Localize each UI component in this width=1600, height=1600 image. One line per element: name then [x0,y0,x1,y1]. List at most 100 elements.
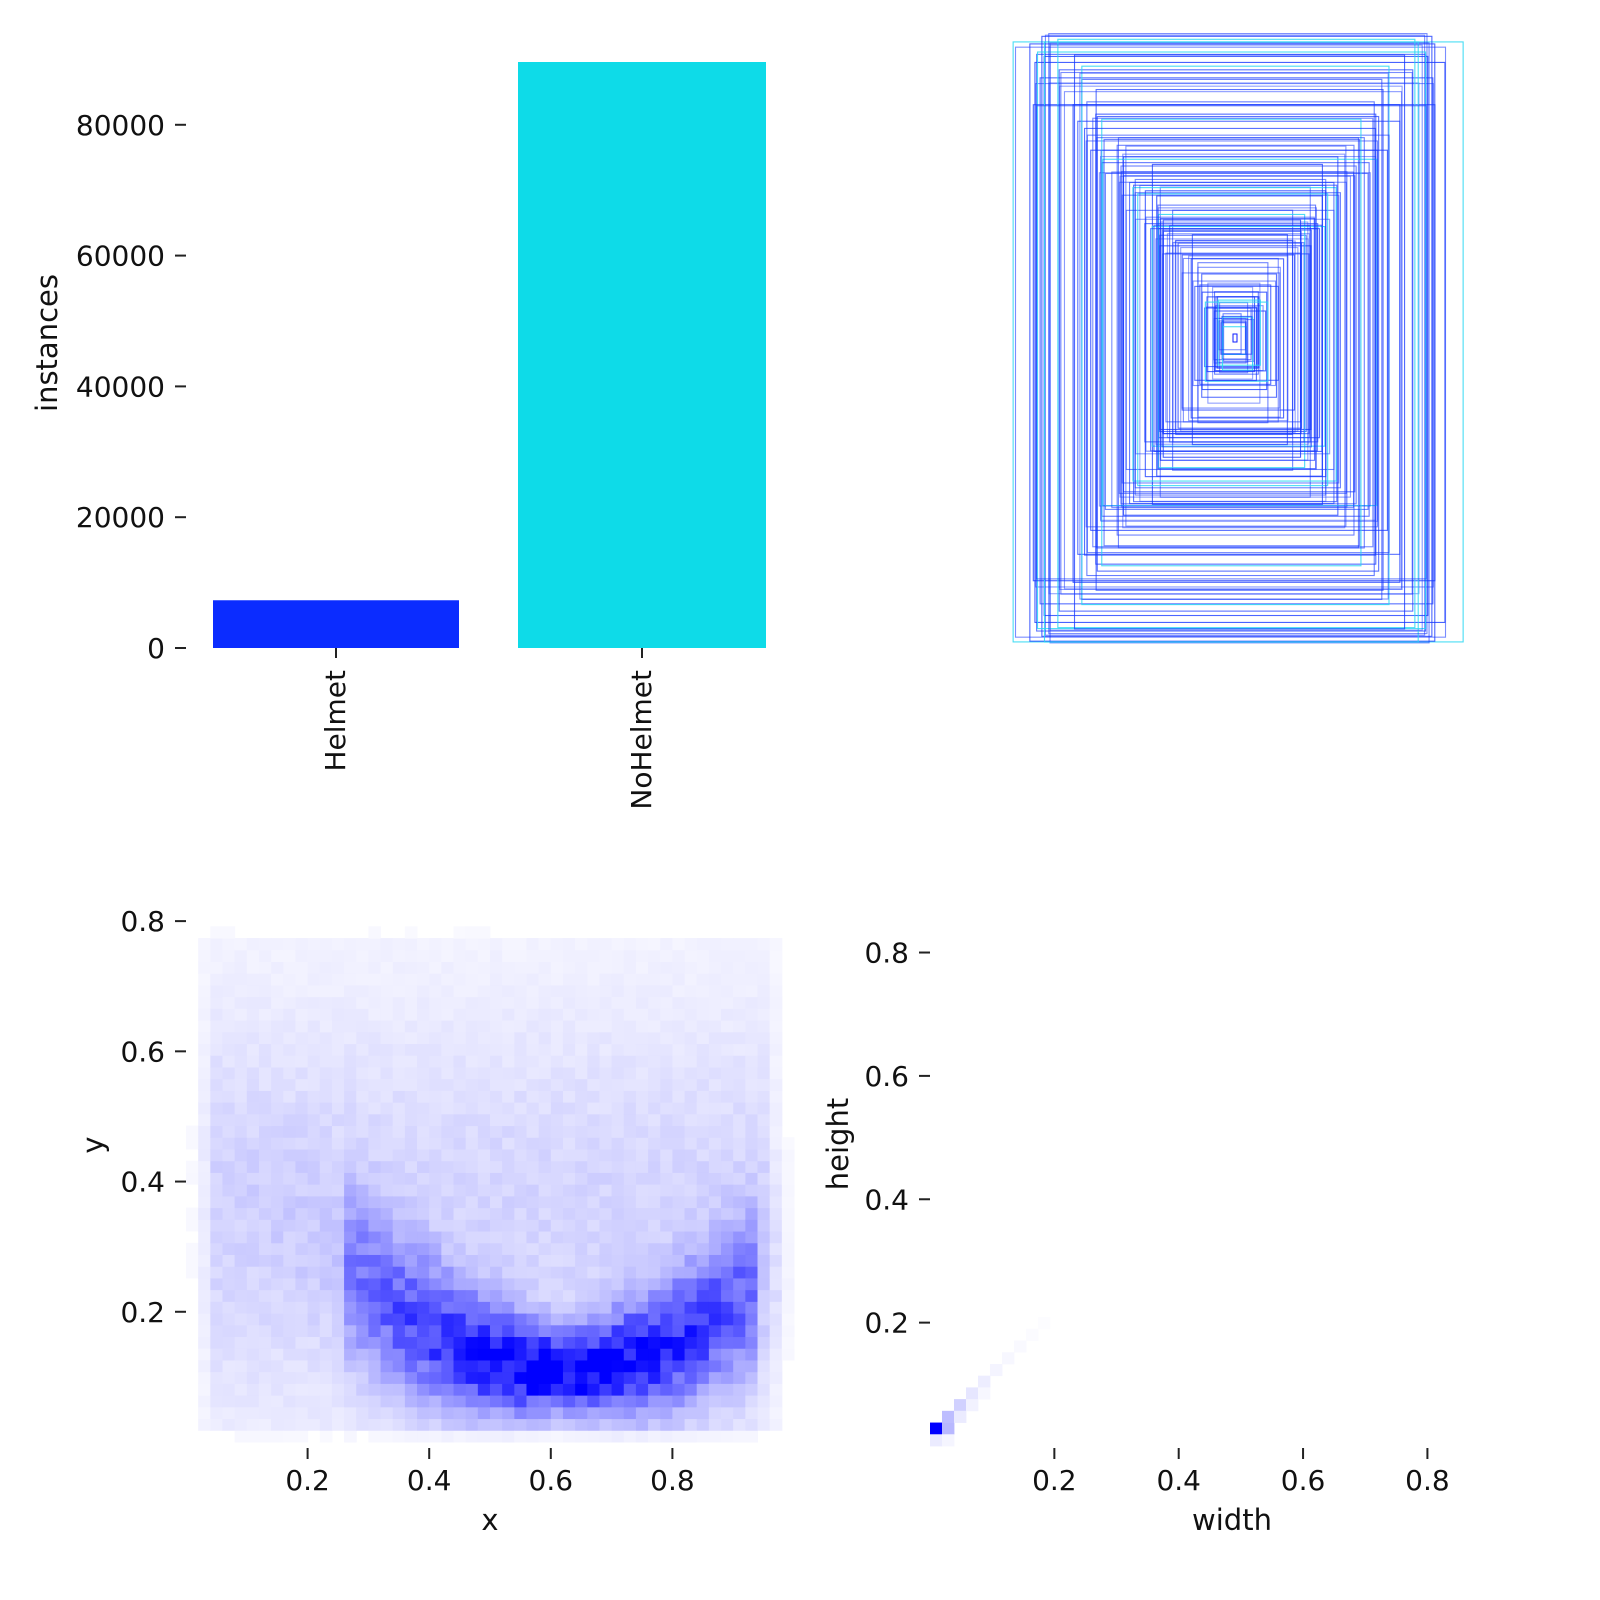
xy-heatmap-cell [611,1289,625,1302]
xy-heatmap-cell [587,1359,600,1373]
xy-heatmap-cell [562,1020,576,1033]
xy-heatmap-cell [453,1219,467,1232]
xy-heatmap-cell [295,1418,309,1431]
overlay-box [1034,61,1446,623]
xy-heatmap-cell [477,1184,491,1197]
xy-heatmap-cell [319,1266,333,1279]
xy-heatmap-cell [708,961,722,974]
xy-heatmap-cell [404,1195,418,1209]
xy-heatmap-cell [319,1184,333,1197]
xy-heatmap-cell [210,996,223,1009]
xy-heatmap-cell [599,1430,613,1443]
overlay-box [1181,254,1296,411]
xy-heatmap-cell [623,984,637,998]
xy-heatmap-cell [380,984,394,998]
xy-heatmap-cell [660,1254,673,1267]
xy-heatmap-cell [502,1383,515,1396]
xy-heatmap-cell [283,1066,296,1080]
xy-heatmap-cell [733,961,746,974]
xy-heatmap-cell [635,1289,649,1302]
xy-heatmap-cell [611,1055,625,1068]
xy-heatmap-cell [672,1078,686,1091]
xy-heatmap-cell [587,1031,600,1045]
xy-heatmap-cell [477,1149,491,1162]
xy-heatmap-cell [648,1125,661,1138]
xy-heatmap-cell [757,1066,771,1080]
xy-heatmap-cell [757,1336,771,1349]
xy-heatmap-cell [319,1359,333,1373]
wh-heatmap-cell [1002,1352,1015,1365]
xy-heatmap-cell [635,1137,649,1150]
xy-heatmap-cell [611,1277,625,1291]
xy-heatmap-cell [745,1231,759,1244]
xy-heatmap-cell [404,1137,418,1150]
xy-heatmap-cell [344,1359,357,1373]
xy-heatmap-cell [550,1043,564,1056]
xy-heatmap-cell [198,1031,211,1045]
xy-heatmap-cell [368,1371,382,1384]
xy-heatmap-cell [392,1231,406,1244]
xy-heatmap-cell [441,1184,455,1197]
xy-heatmap-cell [769,1289,783,1302]
xy-heatmap-cell [635,996,649,1009]
xy-heatmap-cell [733,1242,746,1255]
xy-heatmap-cell [587,1336,600,1349]
xy-heatmap-cell [380,1078,394,1091]
xy-heatmap-cell [465,1055,479,1068]
xy-heatmap-cell [307,1371,321,1384]
xy-heatmap-cell [283,1359,296,1373]
xy-heatmap-cell [392,1289,406,1302]
xy-heatmap-cell [234,973,248,986]
xy-heatmap-cell [708,1336,722,1349]
xy-heatmap-cell [502,1125,515,1138]
xy-heatmap-cell [708,1078,722,1091]
xy-heatmap-cell [271,1055,284,1068]
xy-ylabel: y [76,1136,110,1153]
xy-heatmap-cell [380,1418,394,1431]
xy-heatmap-cell [198,1406,211,1420]
overlay-box [1035,105,1427,580]
xy-heatmap-cell [660,1277,673,1291]
overlay-box [1151,225,1326,447]
xy-heatmap-cell [246,1102,260,1115]
xy-heatmap-cell [611,949,625,962]
xy-heatmap-cell [295,1043,309,1056]
xy-heatmap-cell [696,1266,710,1279]
xy-heatmap-cell [599,1301,613,1314]
xy-heatmap-cell [514,1254,527,1267]
xy-heatmap-cell [307,1102,321,1115]
xy-heatmap-cell [575,938,588,951]
xy-heatmap-cell [514,1184,527,1197]
xy-heatmap-cell [271,1078,284,1091]
xy-heatmap-cell [453,1301,467,1314]
xy-heatmap-cell [696,1383,710,1396]
xy-heatmap-cell [441,1301,455,1314]
xy-heatmap-cell [453,1020,467,1033]
xy-heatmap-cell [635,961,649,974]
xy-heatmap-cell [453,1231,467,1244]
xy-heatmap-cell [258,1125,272,1138]
xy-heatmap-cell [769,1172,783,1185]
xy-heatmap-cell [550,1324,564,1338]
xy-heatmap-cell [538,1031,552,1045]
xy-heatmap-cell [186,1242,199,1255]
xy-heatmap-cell [757,1418,771,1431]
xy-heatmap-cell [234,938,248,951]
xy-heatmap-cell [587,1078,600,1091]
xy-heatmap-cell [429,1430,442,1443]
xy-heatmap-cell [575,1137,588,1150]
xy-heatmap-cell [404,1066,418,1080]
xy-heatmap-cell [404,1289,418,1302]
xy-heatmap-cell [429,1395,442,1408]
xy-heatmap-cell [246,1231,260,1244]
xy-heatmap-cell [417,1231,430,1244]
xy-heatmap-cell [404,1020,418,1033]
xy-heatmap-cell [429,1301,442,1314]
xy-heatmap-cell [514,1043,527,1056]
overlay-box [1181,272,1281,409]
xy-heatmap-cell [258,984,272,998]
xy-heatmap-cell [271,996,284,1009]
xy-heatmap-cell [477,1406,491,1420]
xy-heatmap-cell [222,1336,236,1349]
xy-heatmap-cell [465,973,479,986]
